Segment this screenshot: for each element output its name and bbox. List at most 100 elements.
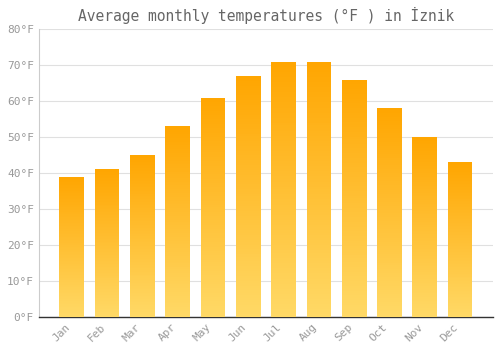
- Bar: [130, 288, 155, 289]
- Bar: [271, 105, 296, 107]
- Bar: [342, 250, 366, 253]
- Bar: [342, 239, 366, 241]
- Bar: [448, 227, 472, 229]
- Bar: [236, 150, 260, 153]
- Bar: [306, 243, 331, 245]
- Bar: [60, 223, 84, 224]
- Bar: [130, 309, 155, 310]
- Bar: [166, 306, 190, 307]
- Bar: [236, 191, 260, 194]
- Bar: [448, 266, 472, 267]
- Bar: [342, 236, 366, 239]
- Bar: [306, 133, 331, 136]
- Bar: [130, 268, 155, 270]
- Bar: [342, 231, 366, 234]
- Bar: [448, 312, 472, 314]
- Bar: [94, 296, 120, 297]
- Bar: [271, 161, 296, 164]
- Bar: [130, 251, 155, 252]
- Bar: [412, 297, 437, 299]
- Bar: [448, 284, 472, 286]
- Bar: [306, 182, 331, 184]
- Bar: [166, 309, 190, 311]
- Bar: [94, 218, 120, 219]
- Bar: [236, 107, 260, 110]
- Bar: [306, 212, 331, 215]
- Bar: [130, 222, 155, 223]
- Bar: [166, 206, 190, 208]
- Bar: [130, 210, 155, 212]
- Bar: [342, 127, 366, 130]
- Bar: [130, 302, 155, 304]
- Bar: [166, 204, 190, 206]
- Bar: [94, 249, 120, 251]
- Bar: [94, 184, 120, 186]
- Bar: [448, 205, 472, 207]
- Bar: [448, 250, 472, 252]
- Bar: [342, 177, 366, 179]
- Bar: [200, 122, 226, 124]
- Bar: [342, 293, 366, 295]
- Bar: [377, 127, 402, 129]
- Bar: [60, 229, 84, 230]
- Bar: [236, 131, 260, 134]
- Bar: [377, 313, 402, 315]
- Bar: [130, 276, 155, 278]
- Bar: [342, 186, 366, 189]
- Bar: [166, 212, 190, 214]
- Bar: [94, 219, 120, 221]
- Bar: [271, 299, 296, 301]
- Bar: [448, 189, 472, 190]
- Bar: [306, 110, 331, 113]
- Bar: [200, 102, 226, 104]
- Bar: [377, 296, 402, 298]
- Bar: [236, 78, 260, 81]
- Bar: [60, 230, 84, 231]
- Bar: [130, 244, 155, 246]
- Bar: [60, 217, 84, 219]
- Bar: [130, 209, 155, 210]
- Bar: [94, 174, 120, 175]
- Bar: [448, 221, 472, 223]
- Bar: [130, 260, 155, 262]
- Bar: [130, 197, 155, 199]
- Bar: [412, 157, 437, 159]
- Bar: [342, 125, 366, 127]
- Bar: [94, 227, 120, 229]
- Bar: [236, 98, 260, 100]
- Bar: [166, 147, 190, 149]
- Bar: [166, 187, 190, 189]
- Bar: [412, 150, 437, 152]
- Bar: [342, 141, 366, 144]
- Bar: [271, 248, 296, 251]
- Bar: [271, 103, 296, 105]
- Bar: [306, 115, 331, 118]
- Bar: [166, 203, 190, 204]
- Bar: [342, 189, 366, 191]
- Bar: [271, 115, 296, 118]
- Bar: [200, 139, 226, 141]
- Bar: [166, 244, 190, 246]
- Bar: [377, 315, 402, 317]
- Bar: [166, 130, 190, 132]
- Bar: [412, 270, 437, 272]
- Bar: [342, 191, 366, 194]
- Bar: [236, 189, 260, 191]
- Bar: [166, 275, 190, 277]
- Bar: [377, 206, 402, 208]
- Bar: [200, 268, 226, 271]
- Bar: [412, 236, 437, 238]
- Bar: [236, 110, 260, 112]
- Bar: [200, 247, 226, 249]
- Bar: [306, 199, 331, 202]
- Bar: [448, 253, 472, 255]
- Bar: [306, 192, 331, 194]
- Bar: [412, 263, 437, 265]
- Bar: [166, 239, 190, 240]
- Bar: [166, 269, 190, 271]
- Bar: [236, 293, 260, 295]
- Bar: [166, 195, 190, 197]
- Bar: [342, 163, 366, 165]
- Bar: [60, 301, 84, 303]
- Bar: [271, 120, 296, 123]
